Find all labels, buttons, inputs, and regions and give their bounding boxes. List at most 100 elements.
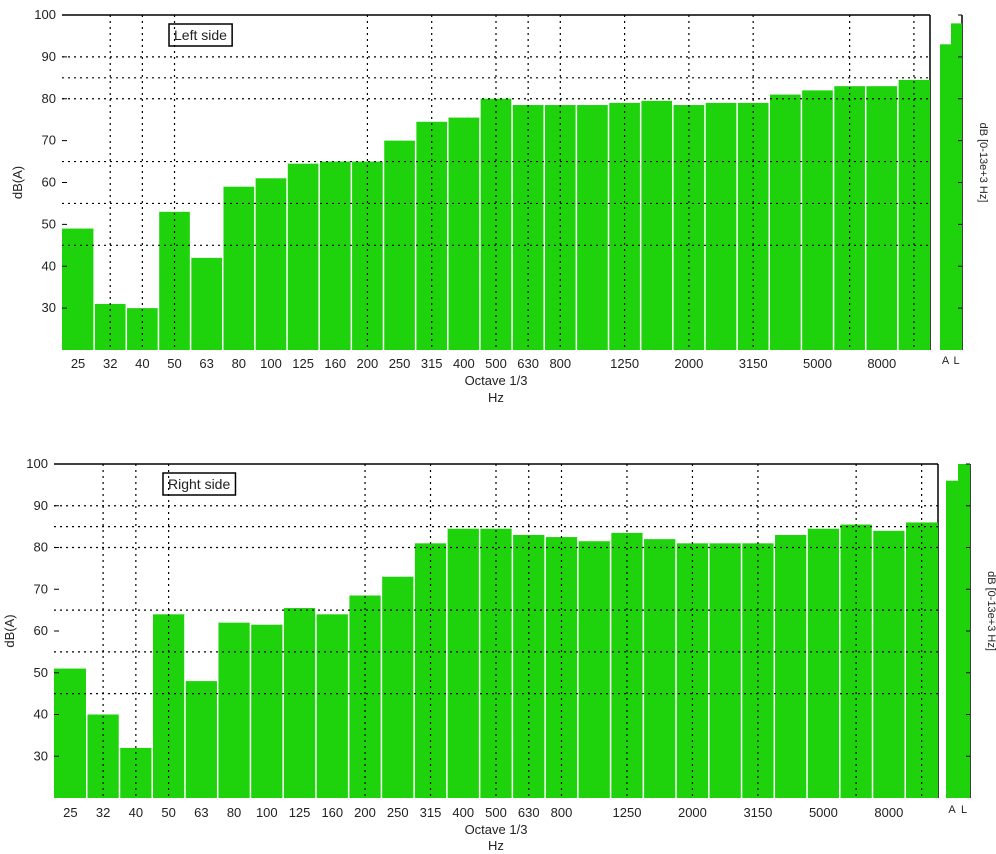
annotation-label: Left side xyxy=(174,27,227,43)
bar xyxy=(62,228,95,350)
x-tick-label: 63 xyxy=(199,356,213,371)
bar xyxy=(222,186,255,350)
summary-bar-a xyxy=(940,44,951,350)
y-tick-label: 80 xyxy=(42,91,56,106)
x-tick-label: 200 xyxy=(354,805,376,820)
y-tick-label: 100 xyxy=(26,456,48,471)
bar xyxy=(54,668,87,798)
x-axis-unit: Hz xyxy=(488,838,504,853)
x-tick-label: 3150 xyxy=(739,356,768,371)
bar xyxy=(643,539,677,798)
summary-label-a: A xyxy=(948,804,956,816)
summary-axis-label: dB [0-13e+3 Hz] xyxy=(977,123,989,203)
bar xyxy=(545,537,578,798)
summary-panel: A LdB [0-13e+3 Hz] xyxy=(946,463,996,816)
x-tick-label: 25 xyxy=(63,805,77,820)
summary-label-a: A xyxy=(942,355,950,367)
bar xyxy=(577,541,611,798)
bar xyxy=(801,90,834,350)
x-tick-label: 80 xyxy=(232,356,246,371)
x-tick-label: 1250 xyxy=(610,356,639,371)
annotation-label: Right side xyxy=(168,476,230,492)
x-tick-label: 100 xyxy=(260,356,282,371)
summary-bar-l xyxy=(951,23,962,350)
x-tick-label: 125 xyxy=(289,805,311,820)
bar xyxy=(447,117,480,350)
bar xyxy=(315,614,349,798)
bar xyxy=(217,622,251,798)
bar xyxy=(381,576,415,798)
x-tick-label: 50 xyxy=(167,356,181,371)
y-tick-label: 90 xyxy=(42,49,56,64)
y-tick-label: 70 xyxy=(42,133,56,148)
x-tick-label: 3150 xyxy=(743,805,772,820)
x-tick-label: 250 xyxy=(389,356,411,371)
x-tick-label: 630 xyxy=(518,805,540,820)
bar xyxy=(807,528,840,798)
x-tick-label: 32 xyxy=(103,356,117,371)
x-tick-label: 160 xyxy=(321,805,343,820)
y-tick-label: 50 xyxy=(34,665,48,680)
bar xyxy=(250,624,284,798)
bar xyxy=(190,257,223,350)
bar xyxy=(769,94,802,350)
x-tick-label: 2000 xyxy=(674,356,703,371)
x-tick-label: 315 xyxy=(421,356,443,371)
y-tick-label: 90 xyxy=(34,498,48,513)
summary-bar-a xyxy=(946,480,958,798)
x-tick-label: 800 xyxy=(549,356,571,371)
x-tick-label: 125 xyxy=(292,356,314,371)
bar xyxy=(446,528,480,798)
summary-label-l: L xyxy=(961,804,967,816)
bar xyxy=(319,161,352,350)
x-tick-label: 40 xyxy=(135,356,149,371)
y-tick-label: 80 xyxy=(34,540,48,555)
x-tick-label: 500 xyxy=(485,805,507,820)
x-tick-label: 500 xyxy=(485,356,507,371)
y-tick-label: 60 xyxy=(34,623,48,638)
chart-2: 30 40 50 60 70 80 90 100 25 32 40 50 63 80 100 125 160 20… xyxy=(2,456,996,853)
y-tick-label: 40 xyxy=(34,707,48,722)
bar xyxy=(348,595,382,798)
y-tick-label: 40 xyxy=(42,258,56,273)
x-tick-label: 1250 xyxy=(613,805,642,820)
x-tick-label: 50 xyxy=(161,805,175,820)
y-tick-label: 30 xyxy=(34,748,48,763)
y-tick-label: 70 xyxy=(34,581,48,596)
x-tick-label: 400 xyxy=(452,805,474,820)
x-tick-label: 32 xyxy=(96,805,110,820)
x-tick-label: 100 xyxy=(256,805,278,820)
bar xyxy=(94,303,127,350)
x-tick-label: 63 xyxy=(194,805,208,820)
y-tick-label: 50 xyxy=(42,216,56,231)
x-tick-label: 2000 xyxy=(678,805,707,820)
x-axis-label: Octave 1/3 xyxy=(465,373,528,388)
x-tick-label: 5000 xyxy=(803,356,832,371)
y-axis-label: dB(A) xyxy=(10,166,25,199)
x-tick-label: 800 xyxy=(551,805,573,820)
bar xyxy=(839,524,873,798)
y-tick-label: 30 xyxy=(42,300,56,315)
chart-1: 30 40 50 60 70 80 90 100 25 32 40 50 63 80 100 125 160 20… xyxy=(10,7,989,405)
summary-panel: A LdB [0-13e+3 Hz] xyxy=(940,14,989,367)
x-tick-label: 5000 xyxy=(809,805,838,820)
bar xyxy=(774,534,808,798)
x-tick-label: 630 xyxy=(517,356,539,371)
x-tick-label: 25 xyxy=(71,356,85,371)
y-tick-label: 100 xyxy=(34,7,56,22)
x-tick-label: 40 xyxy=(129,805,143,820)
annotation-box xyxy=(162,472,237,496)
x-axis-label: Octave 1/3 xyxy=(465,822,528,837)
x-tick-label: 250 xyxy=(387,805,409,820)
annotation-box xyxy=(168,23,233,47)
x-tick-label: 8000 xyxy=(874,805,903,820)
y-axis-label: dB(A) xyxy=(2,614,17,647)
bar xyxy=(287,163,320,350)
bar xyxy=(872,530,906,798)
bar xyxy=(704,102,738,350)
bar xyxy=(640,100,673,350)
bar xyxy=(126,308,159,350)
x-tick-label: 200 xyxy=(357,356,379,371)
x-tick-label: 80 xyxy=(227,805,241,820)
